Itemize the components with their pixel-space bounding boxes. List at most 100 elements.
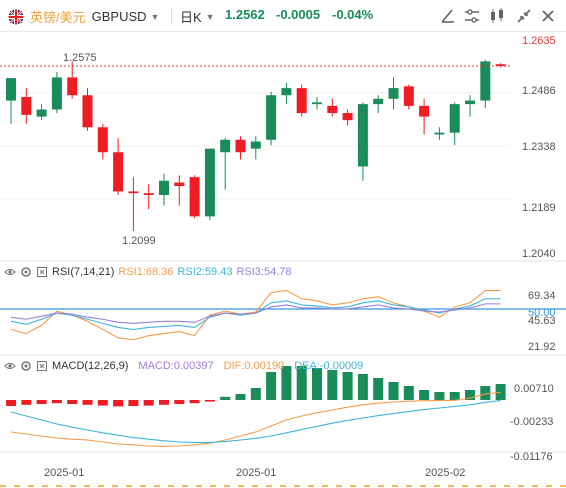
candle-body — [128, 191, 139, 194]
date-axis-label: 2025-02 — [425, 467, 465, 479]
candle-body — [357, 104, 368, 167]
price-change: -0.0005 — [276, 7, 321, 22]
candle-body — [21, 97, 32, 115]
macd-bar — [113, 400, 124, 407]
macd-bar — [403, 386, 414, 400]
candle-body — [6, 78, 16, 101]
macd-bar — [174, 400, 185, 404]
dif-line — [10, 391, 501, 447]
caret-down-icon: ▼ — [150, 11, 160, 22]
caret-down-icon: ▼ — [205, 11, 215, 22]
rsi1-line — [10, 289, 501, 341]
macd-bar — [21, 400, 32, 405]
macd-bar — [159, 400, 169, 405]
dif-value: DIF:0.00190 — [223, 360, 285, 372]
macd-bar — [36, 400, 47, 404]
rsi-axis-label: 69.34 — [528, 290, 556, 302]
interval-selector[interactable]: 日K ▼ — [180, 7, 215, 26]
rsi-axis-label: 50.00 — [528, 307, 556, 319]
candle-body — [495, 64, 506, 67]
uk-flag-icon — [8, 9, 24, 24]
macd-bar — [296, 366, 307, 400]
candle-body — [480, 61, 491, 101]
rsi-axis-label: 45.63 — [528, 315, 556, 327]
macd-bar — [357, 374, 368, 400]
eye-icon[interactable] — [4, 266, 16, 278]
candle-body — [327, 105, 338, 114]
candle-body — [388, 88, 399, 99]
indicator-settings-icon[interactable] — [462, 6, 482, 26]
macd-bar — [480, 386, 491, 400]
symbol-name: 英镑/美元 — [30, 10, 86, 25]
macd-bar — [6, 400, 16, 406]
toolbar: 英镑/美元 GBPUSD ▼ 日K ▼ 1.2562 -0.0005 -0.04… — [0, 0, 566, 32]
rsi-legend: RSI(7,14,21) RSI1:68.36 RSI2:59.43 RSI3:… — [4, 266, 292, 278]
low-label: 1.2099 — [122, 235, 156, 247]
macd-bar — [67, 400, 78, 404]
macd-legend: MACD(12,26,9) MACD:0.00397 DIF:0.00190 D… — [4, 360, 363, 372]
candle-body — [82, 95, 93, 128]
macd-bar — [51, 400, 62, 404]
dea-line — [10, 399, 501, 443]
rsi-title: RSI(7,14,21) — [52, 266, 115, 278]
chart-style-icon[interactable] — [487, 6, 507, 26]
macd-bar — [189, 400, 200, 404]
rsi2-value: RSI2:59.43 — [177, 266, 233, 278]
macd-title: MACD(12,26,9) — [52, 360, 129, 372]
macd-axis-label: -0.00233 — [510, 416, 553, 428]
candle-body — [204, 148, 215, 217]
macd-bar — [327, 370, 338, 400]
macd-bar — [250, 388, 261, 400]
delete-icon[interactable] — [36, 360, 48, 372]
macd-bar — [143, 400, 154, 406]
symbol-selector[interactable]: 英镑/美元 GBPUSD ▼ — [8, 7, 159, 26]
interval-label: 日K — [180, 10, 202, 25]
price-axis-label: 1.2189 — [522, 202, 556, 214]
candle-body — [174, 182, 185, 187]
rsi-axis-label: 21.92 — [528, 341, 556, 353]
eye-icon[interactable] — [4, 360, 16, 372]
price-axis-label: 1.2486 — [522, 85, 556, 97]
delete-icon[interactable] — [36, 266, 48, 278]
macd-bar — [465, 390, 475, 400]
macd-bar — [82, 400, 93, 405]
macd-bar — [373, 378, 384, 400]
candle-body — [250, 141, 261, 149]
candle-body — [312, 102, 322, 105]
candle-body — [51, 77, 62, 110]
candle-body — [113, 152, 124, 192]
macd-bar — [388, 382, 399, 400]
draw-icon[interactable] — [438, 6, 458, 26]
candle-body — [296, 88, 307, 114]
date-axis-label: 2025-01 — [44, 467, 84, 479]
rsi3-line — [10, 303, 501, 324]
candle-body — [449, 104, 460, 133]
macd-axis-label: -0.01176 — [510, 451, 553, 463]
gear-icon[interactable] — [20, 266, 32, 278]
price-change-percent: -0.04% — [332, 7, 374, 22]
candle-body — [143, 193, 154, 195]
macd-axis-label: 0.00710 — [514, 383, 554, 395]
shrink-icon[interactable] — [514, 6, 534, 26]
price-axis-label: 1.2040 — [522, 248, 556, 260]
macd-bar — [266, 372, 277, 400]
macd-bar — [281, 366, 292, 400]
candle-body — [220, 139, 231, 153]
candlestick-chart[interactable]: 1.2635 1.2486 1.2338 1.2189 1.2040 1.257… — [0, 32, 566, 488]
macd-bar — [97, 400, 108, 406]
candle-body — [465, 100, 475, 105]
divider — [171, 8, 172, 24]
candle-body — [403, 86, 414, 106]
dea-value: DEA:-0.00009 — [294, 360, 364, 372]
macd-bar — [312, 368, 322, 400]
close-icon[interactable] — [538, 6, 558, 26]
candle-body — [434, 132, 445, 135]
last-price: 1.2562 — [225, 7, 265, 22]
candle-body — [67, 77, 78, 96]
symbol-code: GBPUSD — [91, 9, 147, 24]
rsi3-value: RSI3:54.78 — [236, 266, 292, 278]
candle-body — [36, 109, 47, 117]
candle-body — [281, 88, 292, 96]
gear-icon[interactable] — [20, 360, 32, 372]
macd-bar — [220, 396, 231, 400]
